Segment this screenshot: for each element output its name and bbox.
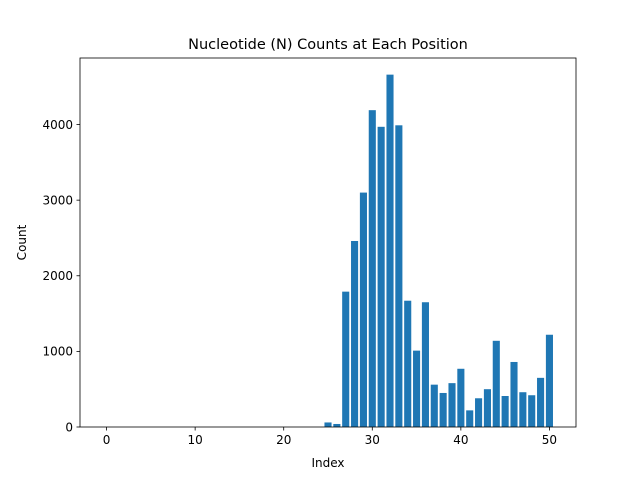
bar-26 xyxy=(333,423,341,427)
bar-32 xyxy=(386,74,394,427)
bar-48 xyxy=(528,395,536,427)
y-axis-label: Count xyxy=(15,224,29,260)
y-tick-label: 2000 xyxy=(42,269,73,283)
x-tick-label: 40 xyxy=(453,433,468,447)
bar-33 xyxy=(395,125,403,428)
bar-27 xyxy=(342,291,350,427)
x-axis-label: Index xyxy=(311,456,344,470)
y-tick-label: 3000 xyxy=(42,193,73,207)
y-tick-label: 1000 xyxy=(42,345,73,359)
x-tick-label: 50 xyxy=(542,433,557,447)
x-tick-label: 30 xyxy=(365,433,380,447)
y-tick-label: 0 xyxy=(65,420,73,434)
bar-37 xyxy=(430,384,438,427)
bar-45 xyxy=(501,396,509,427)
bar-29 xyxy=(359,192,367,427)
bar-36 xyxy=(421,302,429,427)
bar-28 xyxy=(351,240,359,427)
bar-49 xyxy=(537,377,545,427)
bar-34 xyxy=(404,300,412,427)
bar-25 xyxy=(324,422,332,427)
bar-35 xyxy=(413,350,421,427)
x-tick-label: 0 xyxy=(103,433,111,447)
bar-30 xyxy=(368,110,376,428)
bar-39 xyxy=(448,383,456,427)
y-axis-ticks: 0 1000 2000 3000 4000 xyxy=(42,118,80,434)
bar-43 xyxy=(483,389,491,427)
axes-frame xyxy=(79,57,577,428)
x-tick-label: 10 xyxy=(188,433,203,447)
bars-group xyxy=(324,74,553,428)
bar-44 xyxy=(492,340,500,427)
chart-title: Nucleotide (N) Counts at Each Position xyxy=(188,37,468,53)
x-axis-ticks: 0 10 20 30 40 50 xyxy=(103,427,557,447)
bar-47 xyxy=(519,392,527,427)
x-tick-label: 20 xyxy=(276,433,291,447)
bar-40 xyxy=(457,368,465,427)
y-tick-label: 4000 xyxy=(42,118,73,132)
bar-50 xyxy=(545,334,553,427)
bar-41 xyxy=(466,410,474,427)
bar-42 xyxy=(475,398,483,427)
bar-31 xyxy=(377,126,385,427)
bar-46 xyxy=(510,361,518,427)
bar-38 xyxy=(439,392,447,427)
